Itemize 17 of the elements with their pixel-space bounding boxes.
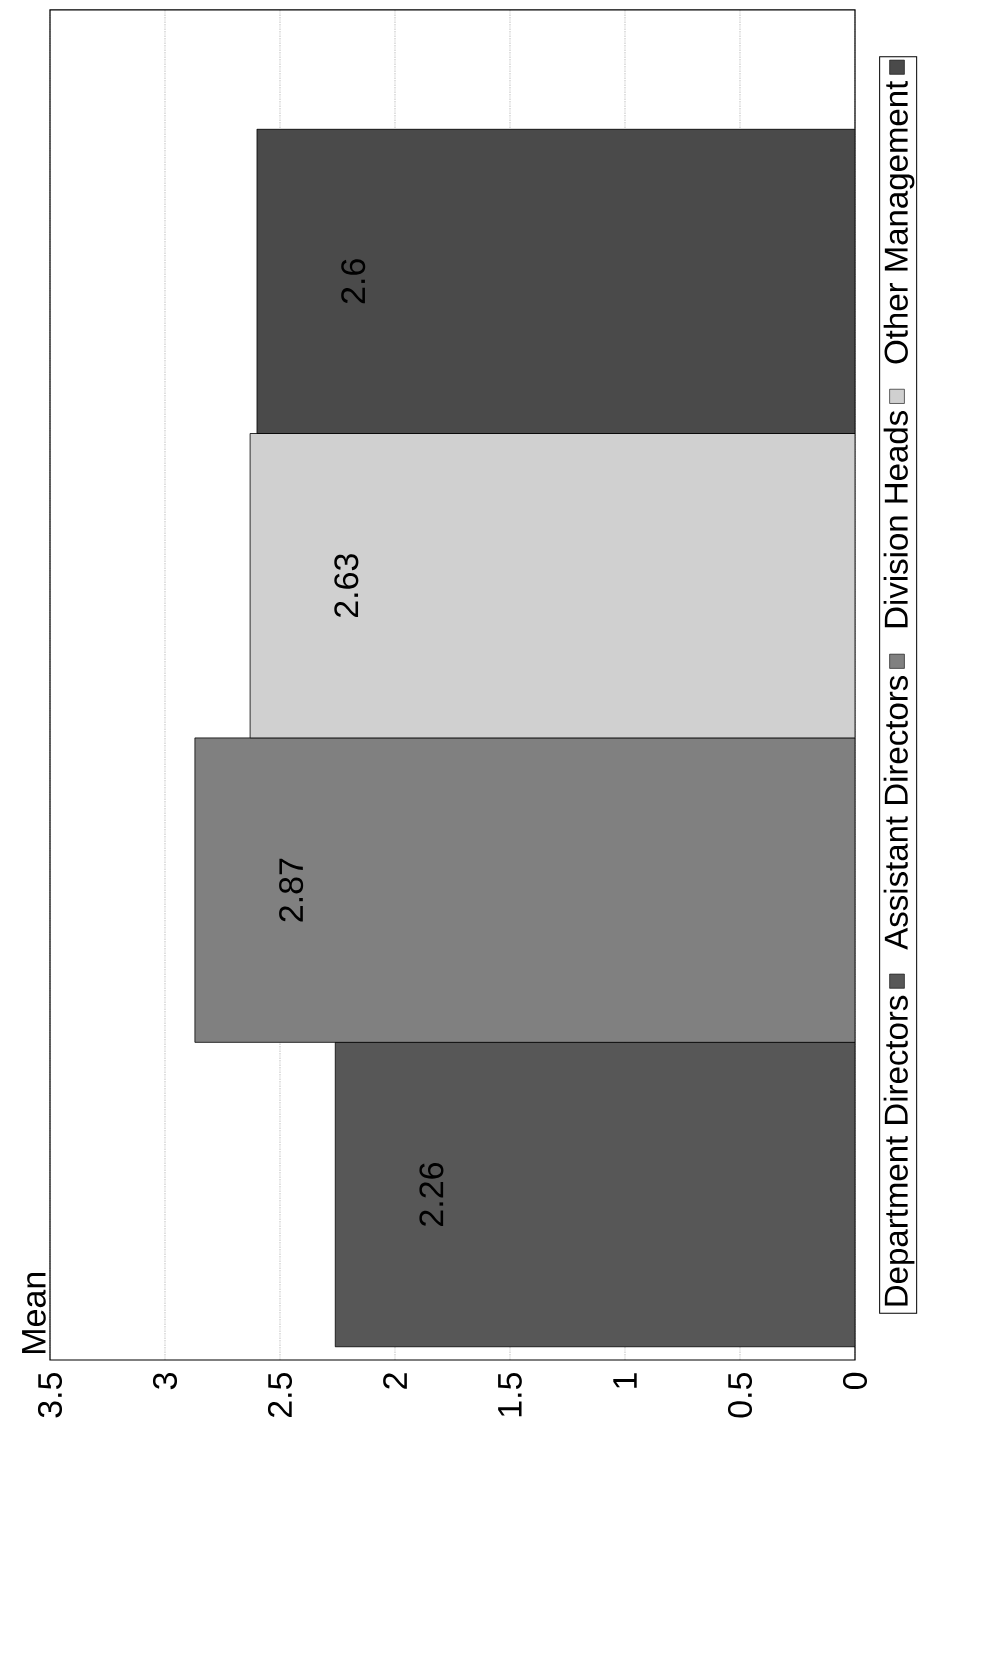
data-label: 2.63 bbox=[334, 554, 359, 618]
data-label: 2.87 bbox=[279, 858, 304, 922]
data-label: 2.6 bbox=[341, 259, 366, 304]
x-tick-label: 3.5 bbox=[37, 1372, 63, 1418]
x-tick-label: 3 bbox=[152, 1373, 178, 1390]
x-tick-label: 2 bbox=[383, 1373, 407, 1389]
x-tick-label: 0.5 bbox=[727, 1372, 753, 1418]
x-tick-label: 2.5 bbox=[267, 1372, 293, 1418]
x-tick-label: 1.5 bbox=[498, 1372, 522, 1417]
y-axis-title: Mean bbox=[22, 1272, 46, 1354]
legend-label: Assistant Directors bbox=[883, 675, 908, 950]
data-label: 2.26 bbox=[419, 1162, 444, 1226]
x-tick-label: 1 bbox=[613, 1373, 637, 1388]
legend-label: Division Heads bbox=[883, 411, 908, 628]
x-tick-label: 0 bbox=[842, 1372, 868, 1390]
legend-label: Other Management bbox=[883, 80, 915, 364]
legend-label: Department Directors bbox=[883, 995, 915, 1306]
